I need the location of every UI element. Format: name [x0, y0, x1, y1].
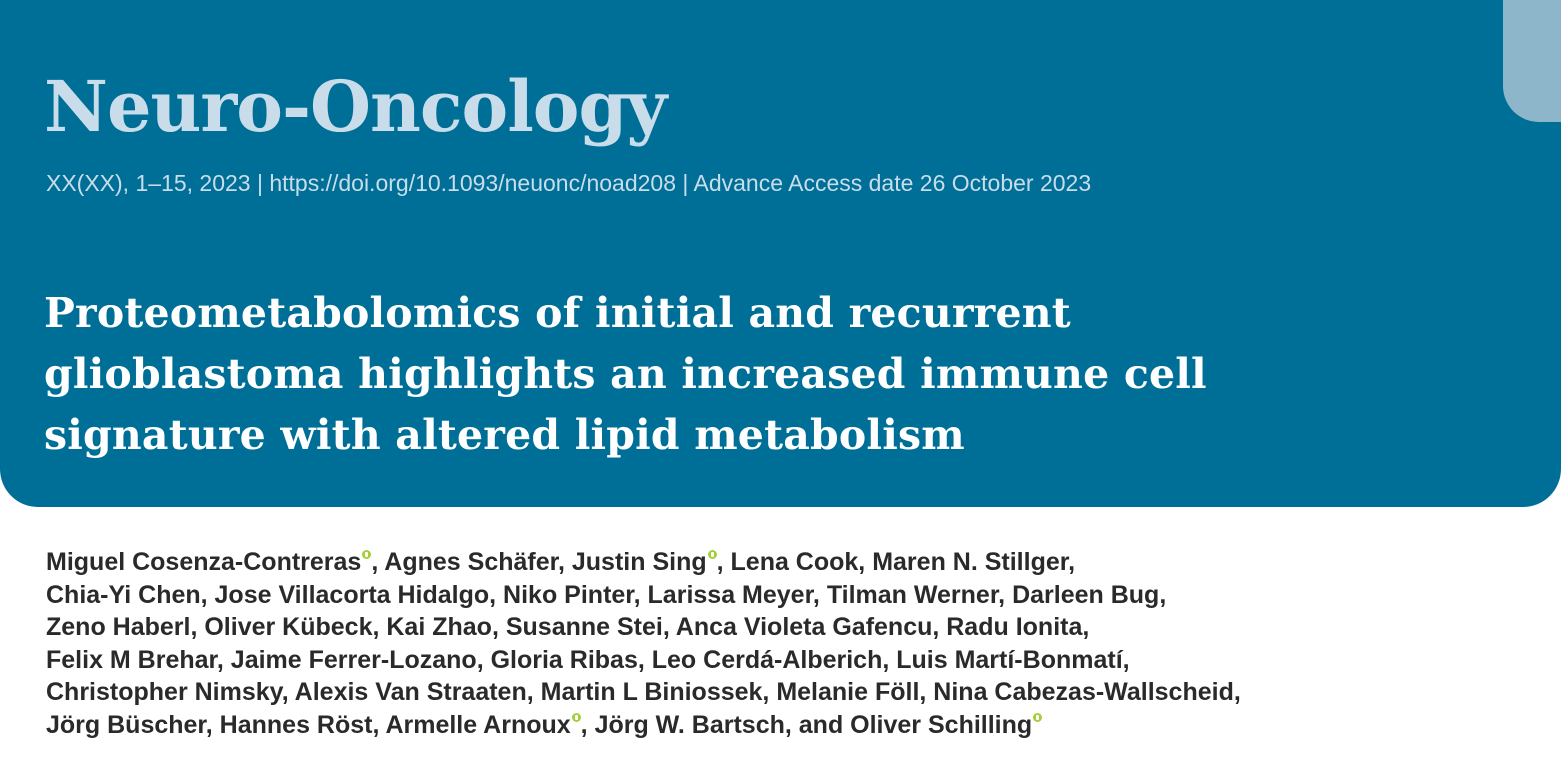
author-line: Felix M Brehar, Jaime Ferrer-Lozano, Glo…: [46, 645, 1130, 674]
author-names: , Agnes Schäfer, Justin Sing: [371, 548, 707, 576]
article-title-line: Proteometabolomics of initial and recurr…: [44, 289, 1071, 337]
author-line: Miguel Cosenza-Contreras , Agnes Schäfer,…: [46, 546, 1241, 579]
article-title-line: signature with altered lipid metabolism: [44, 411, 965, 459]
orcid-icon[interactable]: [571, 712, 581, 722]
orcid-icon[interactable]: [707, 550, 717, 559]
author-name: Miguel Cosenza-Contreras: [46, 548, 362, 576]
author-names: Jörg Büscher, Hannes Röst, Armelle Arnou…: [46, 710, 571, 739]
citation-line: XX(XX), 1–15, 2023 | https://doi.org/10.…: [46, 170, 1092, 196]
corner-tab: [1503, 0, 1561, 122]
journal-header-banner: [0, 0, 1561, 507]
orcid-icon[interactable]: [1033, 712, 1043, 722]
author-line: Chia-Yi Chen, Jose Villacorta Hidalgo, N…: [46, 580, 1167, 609]
orcid-icon[interactable]: [362, 550, 372, 559]
author-names: , Lena Cook, Maren N. Stillger,: [716, 548, 1076, 576]
article-title-line: glioblastoma highlights an increased imm…: [44, 350, 1207, 398]
journal-title: Neuro-Oncology: [44, 65, 667, 148]
author-line: Christopher Nimsky, Alexis Van Straaten,…: [46, 678, 1241, 706]
author-line: Jörg Büscher, Hannes Röst, Armelle Arnou…: [46, 709, 1241, 742]
author-line: Zeno Haberl, Oliver Kübeck, Kai Zhao, Su…: [46, 613, 1090, 641]
author-names: , Jörg W. Bartsch, and Oliver Schilling: [580, 710, 1033, 739]
article-title: Proteometabolomics of initial and recurr…: [44, 283, 1207, 466]
author-list: Miguel Cosenza-Contreras , Agnes Schäfer,…: [46, 546, 1241, 741]
